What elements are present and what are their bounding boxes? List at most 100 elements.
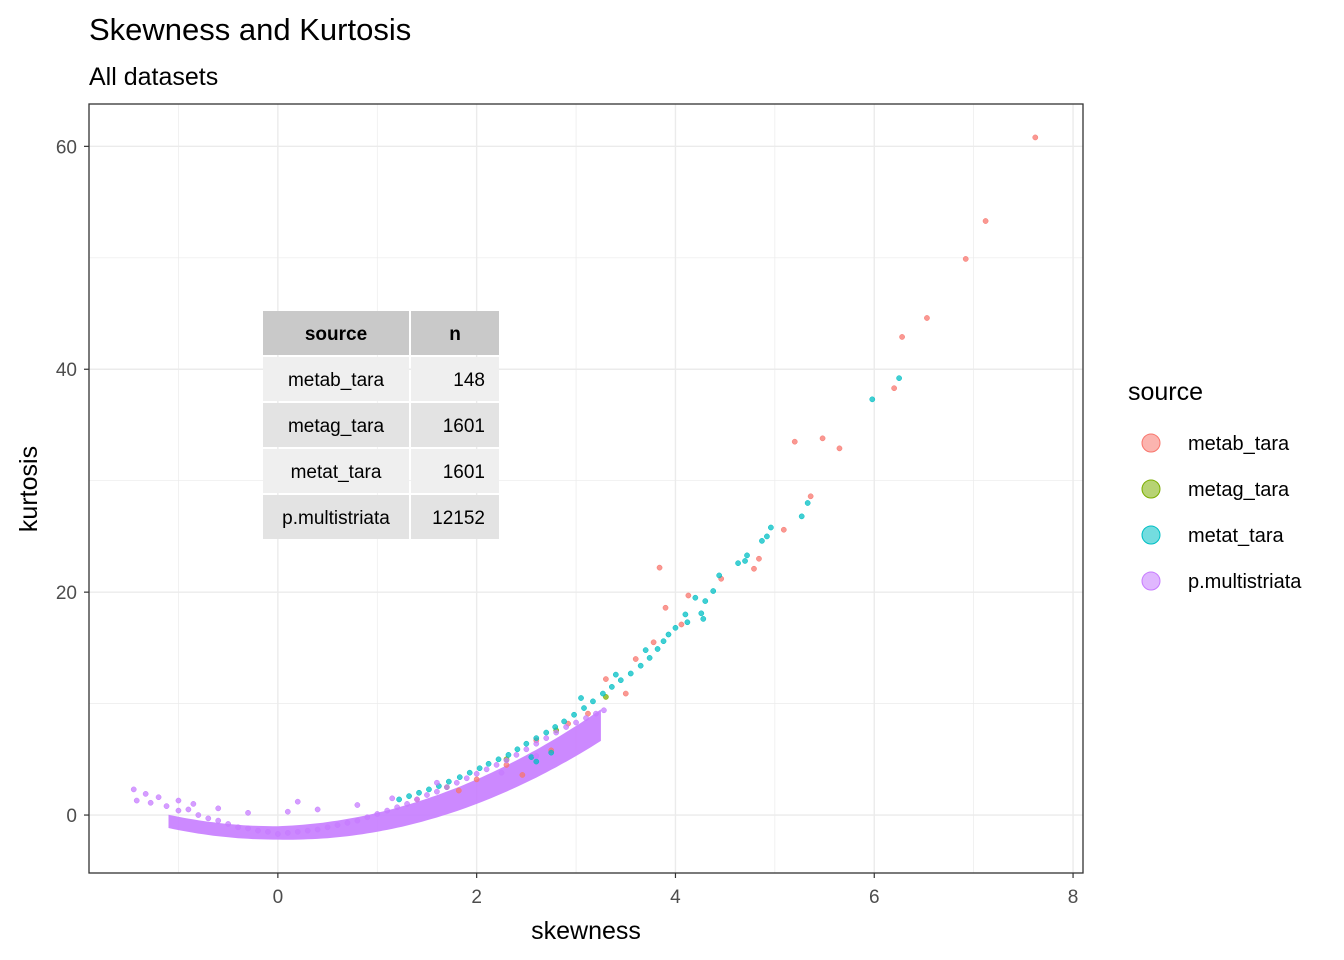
- point-metat_tara: [637, 662, 644, 669]
- y-tick-label: 20: [56, 583, 77, 604]
- point-p-multistriata: [374, 811, 381, 817]
- point-p-multistriata: [304, 827, 311, 834]
- table-header-cell: [263, 311, 409, 355]
- point-metat_tara: [426, 786, 432, 793]
- x-tick-label: 2: [471, 887, 482, 908]
- point-p-multistriata: [245, 825, 251, 832]
- summary-table: source n metab_tara 148 metag_tara 1601 metat_…: [263, 311, 499, 539]
- point-p-multistriata: [265, 828, 271, 835]
- point-metab_tara: [1032, 134, 1039, 141]
- point-metat_tara: [768, 524, 774, 531]
- legend-label: metag_tara: [1188, 479, 1290, 501]
- x-tick-label: 0: [273, 887, 284, 908]
- point-p-multistriata: [583, 715, 589, 721]
- table-header-cell: [411, 311, 499, 355]
- point-metat_tara: [528, 754, 535, 760]
- y-axis-title: kurtosis: [15, 446, 43, 532]
- point-p-multistriata: [573, 719, 579, 726]
- point-metab_tara: [678, 621, 685, 628]
- x-tick-label: 8: [1068, 887, 1079, 908]
- point-metat_tara: [692, 594, 699, 601]
- x-tick-label: 4: [670, 887, 681, 908]
- point-p-multistriata: [205, 815, 212, 822]
- point-p-multistriata: [404, 801, 410, 807]
- point-metab_tara: [899, 334, 905, 340]
- point-metat_tara: [660, 638, 667, 645]
- point-metab_tara: [455, 787, 462, 794]
- point-metat_tara: [476, 765, 483, 772]
- point-p-multistriata: [314, 806, 321, 813]
- point-p-multistriata: [473, 770, 480, 777]
- point-metat_tara: [654, 646, 661, 652]
- point-metat_tara: [646, 655, 653, 661]
- table-cell-text: p.multistriata: [282, 508, 390, 529]
- table-cell-text: 12152: [432, 508, 485, 529]
- p-multistriata-density: [168, 709, 601, 840]
- point-metat_tara: [684, 619, 691, 626]
- point-metat_tara: [571, 711, 577, 718]
- point-p-multistriata: [344, 819, 351, 826]
- point-p-multistriata: [130, 786, 137, 793]
- point-metat_tara: [505, 752, 512, 758]
- plot-border: [88, 103, 1084, 874]
- point-metat_tara: [742, 558, 748, 564]
- point-p-multistriata: [443, 784, 450, 791]
- point-p-multistriata: [133, 797, 140, 804]
- y-tick-label: 0: [66, 806, 77, 827]
- point-p-multistriata: [314, 826, 321, 833]
- point-metat_tara: [869, 396, 876, 403]
- table-cell-text: 1601: [443, 462, 485, 483]
- point-p-multistriata: [324, 824, 331, 831]
- point-p-multistriata: [225, 821, 232, 827]
- table-cell-text: 148: [453, 370, 485, 391]
- point-p-multistriata: [593, 710, 599, 717]
- point-metab_tara: [819, 435, 826, 442]
- point-p-multistriata: [255, 827, 261, 834]
- point-metat_tara: [710, 588, 717, 594]
- point-metab_tara: [622, 690, 629, 697]
- point-metat_tara: [406, 793, 412, 799]
- point-metat_tara: [759, 538, 765, 544]
- point-p-multistriata: [245, 809, 251, 816]
- point-metat_tara: [533, 758, 540, 765]
- legend: metab_tara metag_tara metat_tara p.multistr…: [1141, 433, 1302, 593]
- point-p-multistriata: [553, 729, 560, 736]
- point-metat_tara: [617, 677, 624, 684]
- point-p-multistriata: [523, 746, 530, 753]
- point-p-multistriata: [163, 803, 170, 809]
- point-metat_tara: [698, 610, 705, 617]
- point-p-multistriata: [215, 817, 222, 824]
- point-metat_tara: [744, 552, 750, 559]
- table-cell: [411, 357, 499, 401]
- point-p-multistriata: [434, 788, 440, 795]
- point-metat_tara: [396, 796, 402, 803]
- point-p-multistriata: [215, 805, 222, 812]
- table-cell: [263, 403, 409, 447]
- point-metab_tara: [756, 555, 762, 562]
- point-p-multistriata: [533, 740, 540, 747]
- point-p-multistriata: [503, 757, 510, 764]
- point-metab_tara: [836, 445, 843, 452]
- point-p-multistriata: [364, 814, 371, 821]
- point-metat_tara: [642, 647, 649, 653]
- point-metat_tara: [578, 695, 584, 701]
- point-p-multistriata: [334, 822, 341, 828]
- point-p-multistriata: [284, 830, 291, 836]
- point-metab_tara: [891, 385, 897, 392]
- plot-panel: [89, 104, 1083, 873]
- point-metat_tara: [495, 756, 502, 763]
- point-p-multistriata: [142, 791, 149, 797]
- point-p-multistriata: [483, 766, 490, 773]
- point-p-multistriata: [414, 796, 420, 803]
- point-metat_tara: [581, 705, 587, 711]
- point-metat_tara: [716, 572, 723, 579]
- point-metat_tara: [561, 718, 567, 725]
- point-p-multistriata: [533, 753, 540, 759]
- point-p-multistriata: [463, 775, 470, 782]
- point-p-multistriata: [147, 799, 154, 806]
- point-p-multistriata: [493, 762, 500, 768]
- point-p-multistriata: [498, 769, 505, 776]
- point-metat_tara: [548, 749, 555, 756]
- point-p-multistriata: [175, 807, 182, 814]
- x-tick-label: 6: [869, 887, 880, 908]
